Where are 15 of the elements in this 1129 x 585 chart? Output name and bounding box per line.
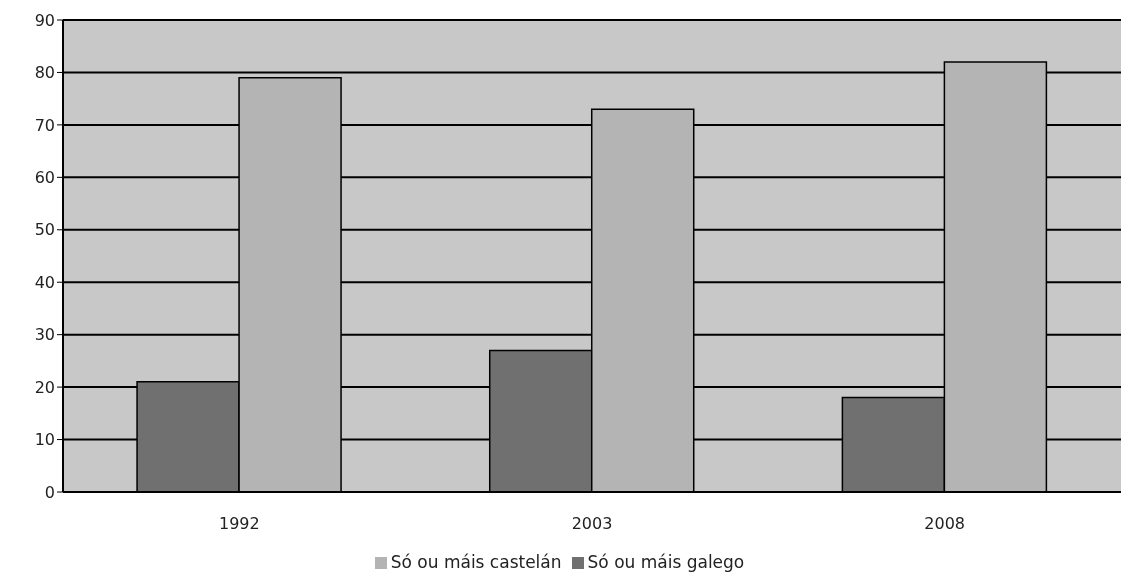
y-tick-label: 10 [34,430,55,450]
y-tick-label: 20 [34,377,55,397]
y-tick-label: 70 [34,115,55,135]
y-tick-label: 0 [44,482,55,502]
x-tick-label: 2003 [571,514,613,534]
y-tick-label: 60 [34,168,55,188]
x-tick-label: 2008 [924,514,966,534]
legend-label: Só ou máis castelán [390,552,562,572]
y-tick-label: 80 [34,63,55,83]
y-tick-label: 50 [34,220,55,240]
y-tick-label: 40 [34,272,55,292]
y-tick-label: 90 [34,10,55,30]
x-tick-label: 1992 [218,514,260,534]
legend-label: Só ou máis galego [587,552,745,572]
y-tick-label: 30 [34,325,55,345]
